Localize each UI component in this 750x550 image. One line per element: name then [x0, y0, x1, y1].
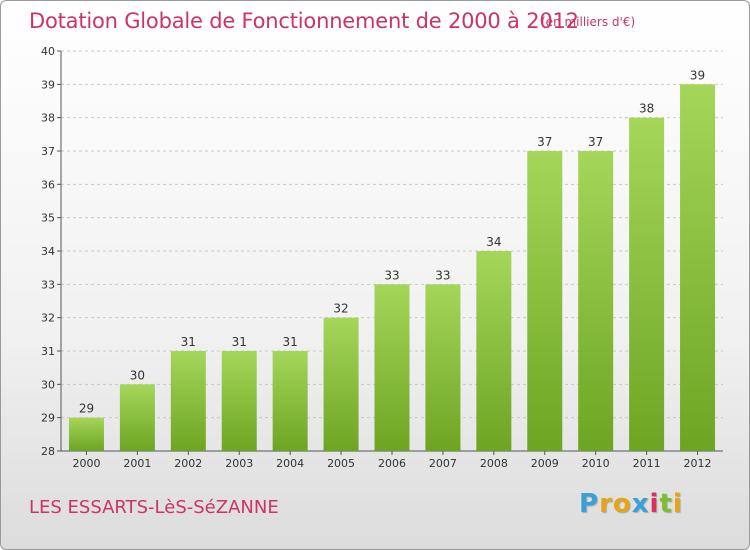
x-tick-label: 2003: [225, 457, 253, 470]
x-tick-label: 2007: [429, 457, 457, 470]
proxiti-letter: x: [631, 489, 650, 519]
y-tick-label: 29: [41, 412, 55, 425]
x-tick-label: 2011: [633, 457, 661, 470]
bar-value-label: 37: [537, 135, 552, 149]
y-tick-label: 36: [41, 178, 55, 191]
bar-value-label: 39: [690, 68, 705, 82]
bar: [680, 84, 716, 451]
bar-value-label: 32: [333, 302, 348, 316]
y-tick-label: 35: [41, 212, 55, 225]
bar-value-label: 31: [283, 335, 298, 349]
chart-title: Dotation Globale de Fonctionnement de 20…: [29, 9, 579, 33]
x-tick-label: 2012: [684, 457, 712, 470]
x-tick-label: 2005: [327, 457, 355, 470]
bar: [374, 284, 410, 451]
x-tick-label: 2000: [72, 457, 100, 470]
bar: [68, 417, 104, 451]
x-tick-label: 2009: [531, 457, 559, 470]
y-tick-label: 31: [41, 345, 55, 358]
x-tick-label: 2010: [582, 457, 610, 470]
proxiti-letter: t: [659, 489, 673, 519]
x-tick-label: 2002: [174, 457, 202, 470]
bar: [476, 251, 512, 451]
bar-value-label: 33: [384, 268, 399, 282]
proxiti-letter: r: [599, 489, 613, 519]
bar-value-label: 29: [79, 402, 94, 416]
x-tick-label: 2006: [378, 457, 406, 470]
bar-value-label: 33: [435, 268, 450, 282]
bar-value-label: 30: [130, 368, 145, 382]
x-tick-label: 2001: [123, 457, 151, 470]
bar-value-label: 34: [486, 235, 501, 249]
y-tick-label: 38: [41, 112, 55, 125]
y-tick-label: 37: [41, 145, 55, 158]
bar: [272, 351, 308, 451]
proxiti-letter: o: [612, 489, 632, 519]
bar: [119, 384, 155, 451]
chart-subtitle: (en milliers d'€): [541, 15, 636, 29]
bar-value-label: 38: [639, 102, 654, 116]
y-tick-label: 30: [41, 378, 55, 391]
x-tick-label: 2004: [276, 457, 304, 470]
y-tick-label: 39: [41, 78, 55, 91]
proxiti-letter: P: [579, 489, 600, 519]
bar: [425, 284, 461, 451]
commune-name: LES ESSARTS-LèS-SéZANNE: [29, 497, 279, 518]
bar: [578, 151, 614, 451]
x-tick-label: 2008: [480, 457, 508, 470]
y-tick-label: 40: [41, 45, 55, 58]
bar-value-label: 31: [232, 335, 247, 349]
y-tick-label: 28: [41, 445, 55, 458]
bar: [629, 117, 665, 452]
y-tick-label: 33: [41, 278, 55, 291]
bar: [221, 351, 257, 451]
proxiti-letter: i: [649, 489, 660, 519]
y-tick-label: 34: [41, 245, 55, 258]
bar: [170, 351, 206, 451]
proxiti-letter: i: [672, 489, 683, 519]
bar-value-label: 31: [181, 335, 196, 349]
bar: [323, 317, 359, 451]
proxiti-logo: Proxiti: [579, 489, 683, 519]
bar: [527, 151, 563, 451]
bar-value-label: 37: [588, 135, 603, 149]
y-tick-label: 32: [41, 312, 55, 325]
